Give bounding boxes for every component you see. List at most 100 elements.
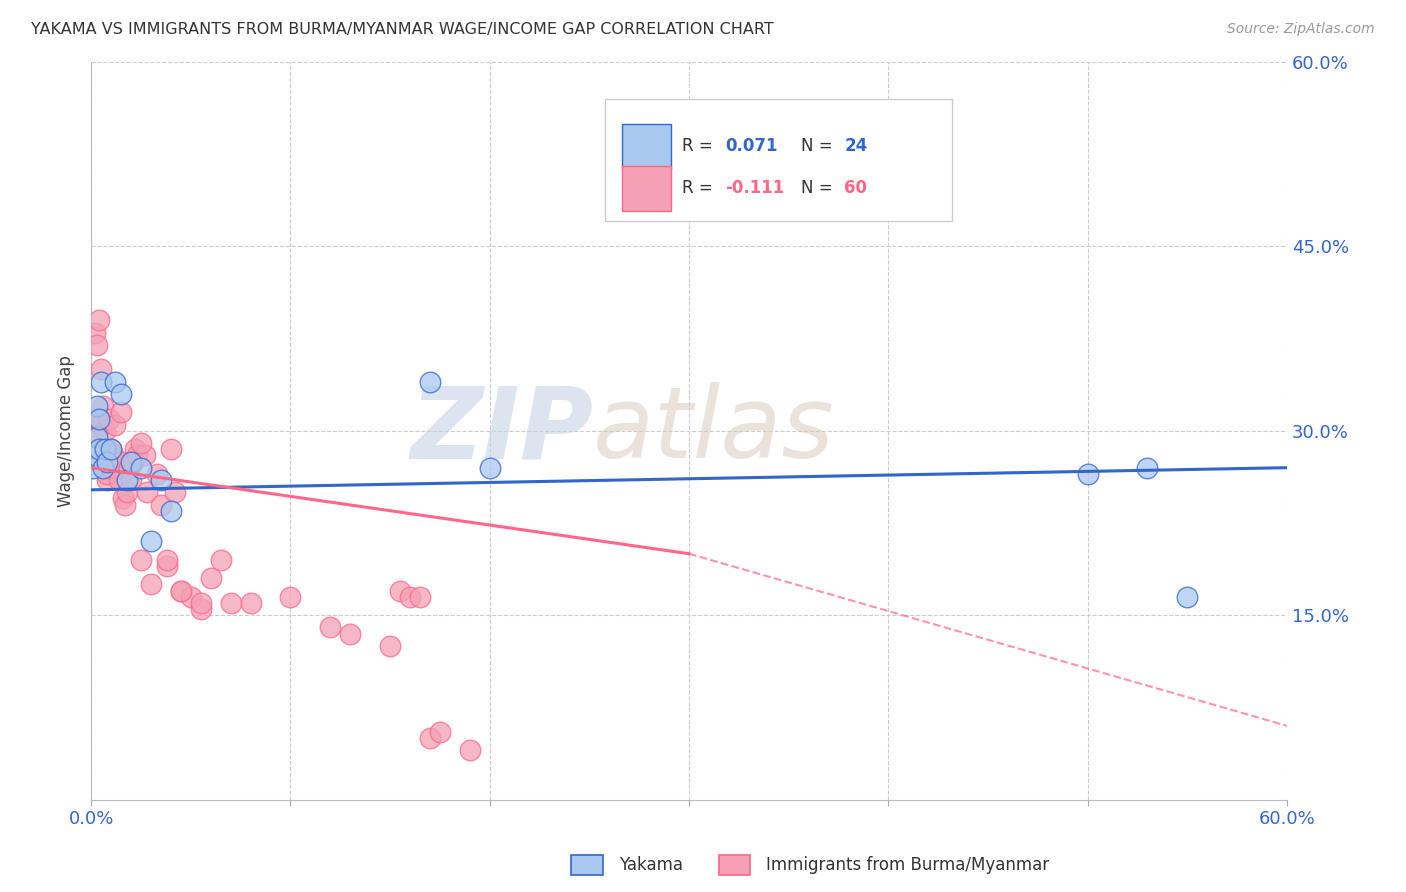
Point — [160, 504, 183, 518]
Text: Yakama: Yakama — [619, 856, 683, 874]
Point — [105, 460, 128, 475]
Point — [94, 442, 117, 457]
Point — [108, 473, 131, 487]
Point — [280, 590, 302, 604]
Point — [100, 442, 122, 457]
Point — [170, 583, 193, 598]
Point — [458, 743, 481, 757]
Point — [86, 430, 108, 444]
FancyBboxPatch shape — [606, 99, 952, 220]
Point — [200, 571, 222, 585]
Point — [90, 362, 112, 376]
Point — [429, 725, 451, 739]
Point — [115, 485, 138, 500]
Point — [190, 596, 212, 610]
Point — [190, 602, 212, 616]
Point — [94, 442, 117, 457]
Point — [122, 454, 145, 468]
Point — [134, 449, 156, 463]
Point — [1136, 460, 1159, 475]
Point — [478, 460, 501, 475]
Point — [339, 626, 361, 640]
Point — [319, 620, 342, 634]
Point — [139, 577, 162, 591]
Point — [98, 411, 121, 425]
Point — [409, 590, 432, 604]
Text: 60: 60 — [845, 179, 868, 197]
Point — [125, 449, 148, 463]
Point — [124, 442, 146, 457]
Point — [90, 375, 112, 389]
Point — [129, 460, 152, 475]
Text: N =: N = — [801, 137, 838, 155]
Point — [101, 449, 124, 463]
Text: Immigrants from Burma/Myanmar: Immigrants from Burma/Myanmar — [766, 856, 1049, 874]
Point — [86, 338, 108, 352]
Point — [82, 424, 104, 438]
Point — [86, 399, 108, 413]
Point — [419, 375, 441, 389]
Point — [219, 596, 242, 610]
Point — [89, 442, 111, 457]
Point — [115, 473, 138, 487]
Text: -0.111: -0.111 — [725, 179, 785, 197]
Point — [139, 534, 162, 549]
Text: ZIP: ZIP — [411, 383, 593, 479]
Point — [146, 467, 169, 481]
FancyBboxPatch shape — [621, 124, 671, 169]
Point — [114, 498, 136, 512]
Point — [96, 473, 118, 487]
Point — [399, 590, 422, 604]
Point — [84, 449, 107, 463]
Point — [110, 405, 132, 419]
Point — [118, 460, 141, 475]
Point — [149, 498, 172, 512]
Point — [389, 583, 412, 598]
Point — [120, 473, 142, 487]
Text: 0.071: 0.071 — [725, 137, 778, 155]
FancyBboxPatch shape — [621, 166, 671, 211]
Point — [378, 639, 401, 653]
Point — [209, 553, 232, 567]
Point — [156, 559, 179, 574]
Text: R =: R = — [682, 137, 718, 155]
Point — [1077, 467, 1099, 481]
Point — [91, 460, 114, 475]
Y-axis label: Wage/Income Gap: Wage/Income Gap — [58, 355, 75, 507]
Point — [82, 460, 104, 475]
Point — [170, 583, 193, 598]
Text: 24: 24 — [845, 137, 868, 155]
Text: Source: ZipAtlas.com: Source: ZipAtlas.com — [1227, 22, 1375, 37]
Point — [160, 442, 183, 457]
Point — [136, 485, 159, 500]
Point — [110, 387, 132, 401]
Point — [100, 442, 122, 457]
Point — [180, 590, 202, 604]
Point — [89, 411, 111, 425]
Point — [156, 553, 179, 567]
Point — [91, 442, 114, 457]
Text: YAKAMA VS IMMIGRANTS FROM BURMA/MYANMAR WAGE/INCOME GAP CORRELATION CHART: YAKAMA VS IMMIGRANTS FROM BURMA/MYANMAR … — [31, 22, 773, 37]
Point — [110, 454, 132, 468]
Point — [100, 460, 122, 475]
Point — [90, 417, 112, 432]
Point — [91, 399, 114, 413]
Point — [239, 596, 262, 610]
Point — [149, 473, 172, 487]
Point — [120, 454, 142, 468]
Text: R =: R = — [682, 179, 718, 197]
Point — [94, 424, 117, 438]
Point — [89, 411, 111, 425]
Point — [89, 313, 111, 327]
Text: N =: N = — [801, 179, 838, 197]
Point — [163, 485, 186, 500]
Text: atlas: atlas — [593, 383, 835, 479]
Point — [104, 375, 127, 389]
Point — [84, 326, 107, 340]
Point — [96, 454, 118, 468]
Point — [419, 731, 441, 745]
Point — [104, 417, 127, 432]
Point — [1175, 590, 1198, 604]
Point — [129, 436, 152, 450]
Point — [112, 491, 135, 506]
